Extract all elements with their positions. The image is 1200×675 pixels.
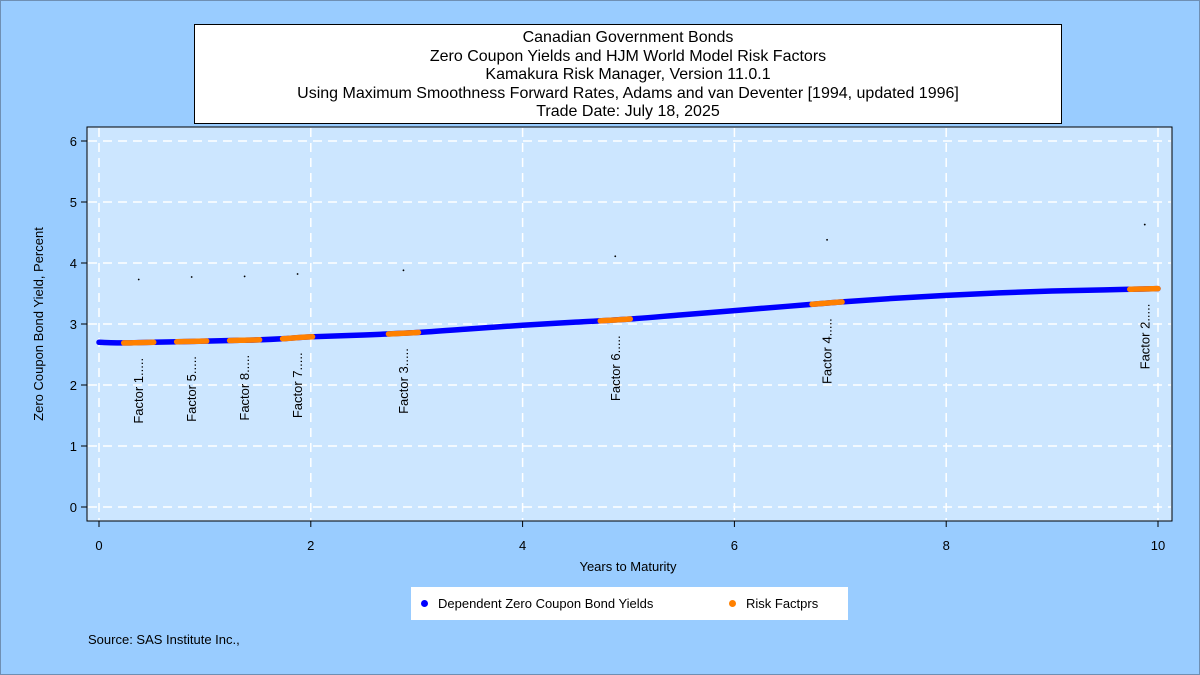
x-tick-label: 8 <box>943 538 950 553</box>
legend-curve-marker <box>421 600 428 607</box>
risk-factor-marker <box>226 337 263 344</box>
chart-subtitle-4: Trade Date: July 18, 2025 <box>536 103 720 121</box>
source-note: Source: SAS Institute Inc., <box>88 632 240 647</box>
risk-factor-marker <box>385 329 422 337</box>
x-tick-label: 10 <box>1151 538 1165 553</box>
x-tick-label: 2 <box>307 538 314 553</box>
small-dot <box>614 255 617 258</box>
y-tick-label: 2 <box>70 378 77 393</box>
chart-subtitle-2: Kamakura Risk Manager, Version 11.0.1 <box>485 66 771 84</box>
risk-factor-label: Factor 7..... <box>290 352 305 418</box>
y-tick-label: 5 <box>70 195 77 210</box>
legend-curve-label: Dependent Zero Coupon Bond Yields <box>438 596 654 611</box>
risk-factor-label: Factor 4..... <box>820 318 835 384</box>
risk-factor-label: Factor 8..... <box>237 355 252 421</box>
y-tick-label: 3 <box>70 317 77 332</box>
x-tick-label: 0 <box>95 538 102 553</box>
small-dot <box>402 269 405 272</box>
risk-factor-marker <box>597 316 634 324</box>
legend: Dependent Zero Coupon Bond Yields Risk F… <box>411 587 848 620</box>
risk-factor-marker <box>279 333 316 342</box>
risk-factor-marker <box>1127 285 1161 293</box>
chart-subtitle-3: Using Maximum Smoothness Forward Rates, … <box>297 84 959 102</box>
legend-item-factors: Risk Factprs <box>729 596 818 611</box>
chart-title: Canadian Government Bonds <box>522 29 734 46</box>
small-dot <box>826 238 828 241</box>
y-tick-label: 0 <box>70 500 77 515</box>
risk-factor-label: Factor 3..... <box>396 348 411 414</box>
y-tick-label: 6 <box>70 134 77 149</box>
legend-factor-label: Risk Factprs <box>746 596 819 611</box>
series-layer <box>96 285 1161 346</box>
legend-item-curve: Dependent Zero Coupon Bond Yields <box>421 596 653 611</box>
x-tick-label: 6 <box>731 538 738 553</box>
legend-factor-marker <box>729 600 736 607</box>
y-tick-label: 1 <box>70 439 77 454</box>
small-dot <box>296 273 299 275</box>
x-axis-label: Years to Maturity <box>579 559 677 574</box>
risk-factor-label: Factor 6..... <box>608 335 623 401</box>
small-dot <box>1143 223 1146 226</box>
factor-labels: Factor 1..... Factor 5..... Factor 8..... F… <box>131 304 1152 424</box>
chart-title-box: Canadian Government Bonds Zero Coupon Yi… <box>194 24 1062 124</box>
small-dot <box>137 278 140 281</box>
axes: 0 1 2 3 4 5 6 0 2 4 6 8 10 <box>70 134 1165 553</box>
risk-factor-marker <box>120 339 157 346</box>
risk-factor-label: Factor 1..... <box>131 358 146 424</box>
y-tick-label: 4 <box>70 256 77 271</box>
small-dots <box>137 223 1146 281</box>
risk-factor-marker <box>809 299 845 308</box>
small-dot <box>243 275 246 278</box>
x-tick-label: 4 <box>519 538 526 553</box>
risk-factor-label: Factor 5..... <box>184 356 199 422</box>
risk-factor-marker <box>173 338 210 345</box>
y-axis-label: Zero Coupon Bond Yield, Percent <box>31 227 46 421</box>
small-dot <box>190 276 193 278</box>
chart-subtitle-1: Zero Coupon Yields and HJM World Model R… <box>429 47 827 65</box>
risk-factor-label: Factor 2..... <box>1137 304 1152 370</box>
